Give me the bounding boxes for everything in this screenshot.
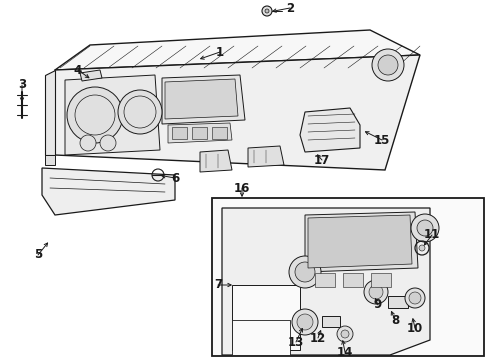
Bar [212,127,226,139]
Text: 3: 3 [18,78,26,91]
Text: 6: 6 [170,171,179,184]
Bar [370,273,390,287]
Circle shape [264,9,268,13]
Text: 10: 10 [406,321,422,334]
Text: 14: 14 [336,346,352,359]
Bar [192,127,206,139]
Bar [172,127,186,139]
Text: 5: 5 [34,248,42,261]
Text: 9: 9 [373,298,381,311]
Text: 15: 15 [373,134,389,147]
Circle shape [288,256,320,288]
Polygon shape [45,70,55,155]
Circle shape [404,288,424,308]
Text: 2: 2 [285,1,293,14]
Polygon shape [164,79,238,119]
Text: 8: 8 [390,314,398,327]
Circle shape [291,309,317,335]
Polygon shape [231,285,299,350]
Circle shape [100,135,116,151]
Polygon shape [222,208,429,355]
Polygon shape [200,150,231,172]
Circle shape [377,55,397,75]
Circle shape [368,285,382,299]
Polygon shape [305,212,417,272]
Circle shape [67,87,123,143]
Text: 16: 16 [233,181,250,194]
Circle shape [418,245,424,251]
Bar [212,198,483,356]
Polygon shape [42,168,175,215]
Circle shape [371,49,403,81]
Circle shape [408,292,420,304]
Polygon shape [55,55,419,170]
Circle shape [363,280,387,304]
Circle shape [80,135,96,151]
Polygon shape [168,123,231,143]
Polygon shape [307,215,411,268]
Bar [387,296,407,308]
Circle shape [296,314,312,330]
Polygon shape [65,75,160,155]
Circle shape [118,90,162,134]
Text: 7: 7 [214,279,222,292]
Circle shape [416,220,432,236]
Polygon shape [55,30,419,70]
Circle shape [294,262,314,282]
Polygon shape [45,155,55,165]
Circle shape [262,6,271,16]
Polygon shape [80,70,102,81]
Bar [314,273,334,287]
Bar [321,316,339,327]
Text: 1: 1 [216,45,224,58]
Text: 4: 4 [74,63,82,77]
Circle shape [336,326,352,342]
Polygon shape [162,75,244,124]
Text: 17: 17 [313,153,329,166]
Polygon shape [299,108,359,152]
Polygon shape [247,146,284,167]
Circle shape [340,330,348,338]
Bar [342,273,362,287]
Text: 12: 12 [309,332,325,345]
Circle shape [410,214,438,242]
Text: 13: 13 [287,336,304,348]
Polygon shape [231,320,289,355]
Text: 11: 11 [423,229,439,242]
